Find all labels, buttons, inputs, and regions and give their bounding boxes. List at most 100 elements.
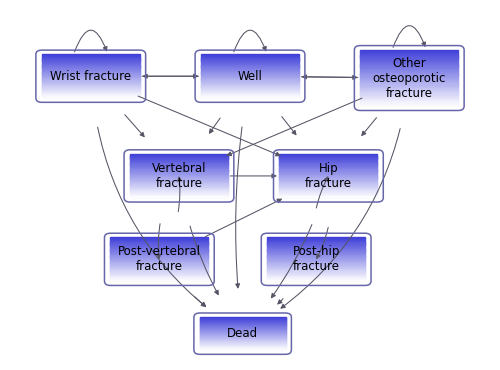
Bar (200, 327, 286, 329)
Bar (110, 276, 208, 277)
Bar (267, 265, 365, 266)
Bar (267, 261, 365, 262)
FancyArrowPatch shape (362, 166, 375, 186)
Bar (110, 271, 208, 272)
Bar (200, 336, 286, 337)
Bar (280, 155, 378, 157)
Bar (130, 171, 228, 172)
Bar (110, 239, 208, 240)
Bar (280, 176, 378, 178)
Bar (130, 155, 228, 156)
Bar (267, 249, 365, 250)
Bar (42, 85, 140, 86)
Bar (110, 252, 208, 253)
Bar (130, 195, 228, 196)
Bar (360, 88, 458, 89)
Bar (280, 158, 378, 159)
Bar (360, 96, 458, 97)
Bar (201, 92, 299, 94)
Bar (267, 239, 365, 240)
FancyArrowPatch shape (138, 96, 280, 156)
Bar (280, 182, 378, 184)
Bar (130, 187, 228, 188)
Bar (130, 167, 228, 168)
Bar (360, 101, 458, 103)
Bar (42, 92, 140, 94)
Bar (267, 238, 365, 239)
Bar (267, 274, 365, 275)
Bar (360, 99, 458, 101)
Bar (267, 246, 365, 247)
Bar (42, 90, 140, 91)
Bar (130, 193, 228, 194)
Bar (280, 175, 378, 176)
Bar (110, 251, 208, 252)
Bar (267, 267, 365, 268)
Bar (280, 161, 378, 162)
Bar (200, 331, 286, 332)
FancyArrowPatch shape (210, 118, 220, 133)
Bar (42, 58, 140, 59)
FancyArrowPatch shape (74, 30, 107, 52)
FancyArrowPatch shape (228, 98, 362, 156)
Bar (360, 77, 458, 78)
Bar (280, 196, 378, 198)
Bar (201, 67, 299, 68)
Bar (280, 192, 378, 194)
Bar (200, 345, 286, 346)
Bar (280, 191, 378, 192)
Bar (110, 266, 208, 267)
Bar (200, 319, 286, 320)
Bar (201, 78, 299, 80)
Bar (360, 104, 458, 105)
Bar (267, 280, 365, 281)
Bar (360, 53, 458, 54)
Bar (200, 324, 286, 325)
Bar (280, 176, 378, 177)
Bar (110, 243, 208, 245)
Bar (42, 86, 140, 88)
Bar (42, 70, 140, 71)
Bar (267, 237, 365, 238)
Bar (42, 73, 140, 74)
Bar (267, 251, 365, 252)
Bar (130, 166, 228, 167)
Bar (200, 321, 286, 322)
Bar (200, 344, 286, 345)
Bar (130, 170, 228, 172)
Bar (360, 105, 458, 106)
Bar (280, 155, 378, 156)
Bar (280, 169, 378, 171)
Bar (110, 265, 208, 266)
FancyArrowPatch shape (206, 199, 282, 236)
Bar (201, 58, 299, 59)
Bar (110, 245, 208, 246)
Bar (360, 71, 458, 73)
Bar (360, 50, 458, 51)
Bar (201, 57, 299, 58)
Bar (130, 175, 228, 176)
Bar (42, 87, 140, 88)
Bar (130, 178, 228, 179)
FancyArrowPatch shape (278, 299, 283, 304)
Bar (110, 256, 208, 257)
Bar (280, 164, 378, 165)
Bar (42, 71, 140, 72)
Bar (267, 276, 365, 277)
Bar (200, 341, 286, 342)
Bar (42, 93, 140, 94)
Bar (130, 155, 228, 157)
Bar (200, 344, 286, 346)
Bar (360, 52, 458, 53)
Bar (42, 75, 140, 76)
Bar (130, 162, 228, 163)
Bar (280, 174, 378, 175)
Bar (42, 55, 140, 56)
Bar (267, 262, 365, 264)
Bar (110, 269, 208, 270)
Text: Other
osteoporotic
fracture: Other osteoporotic fracture (372, 57, 446, 100)
Bar (267, 241, 365, 242)
Bar (201, 81, 299, 82)
Bar (201, 83, 299, 84)
Bar (360, 68, 458, 69)
